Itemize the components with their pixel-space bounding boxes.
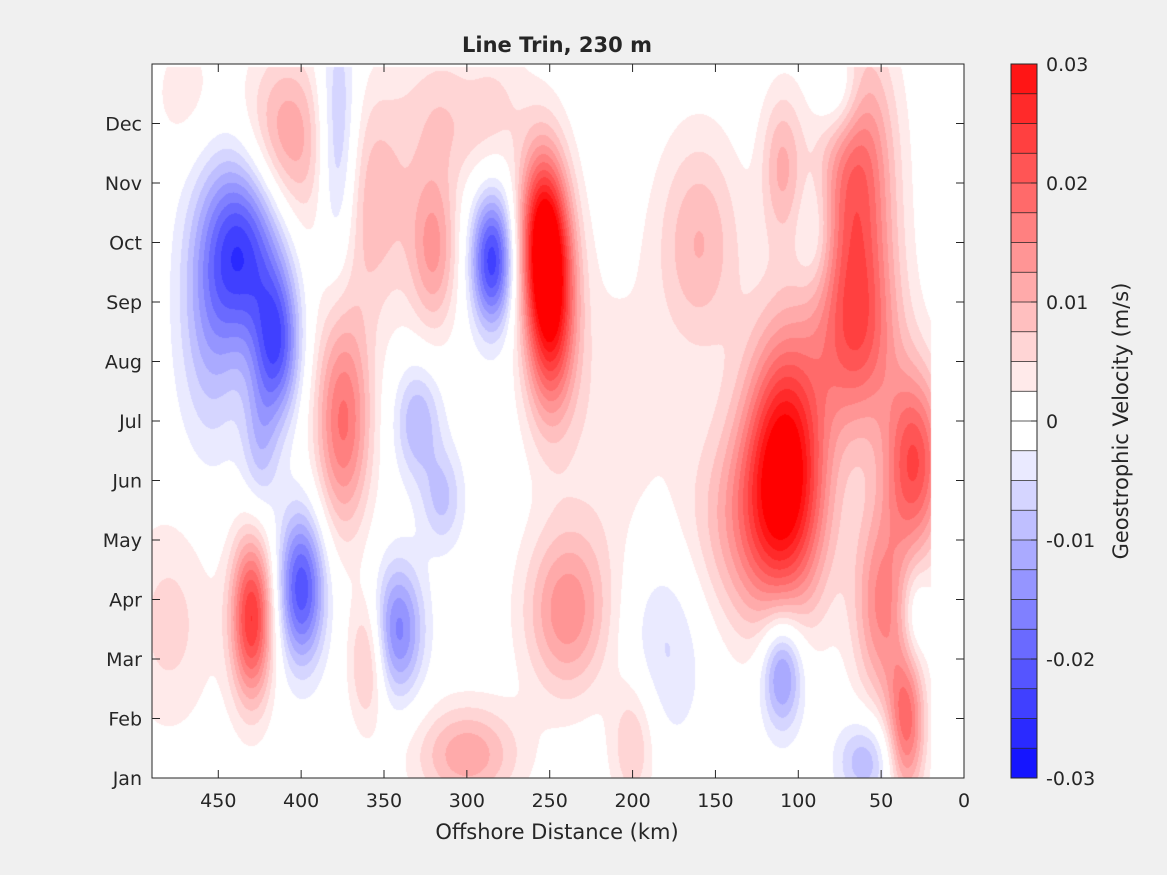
x-tick-label: 250 [532,790,568,812]
x-tick-label: 450 [200,790,236,812]
colorbar-segment [1011,302,1037,333]
colorbar-tick-label: 0 [1046,411,1058,433]
colorbar-segment [1011,64,1037,95]
colorbar-segment [1011,242,1037,273]
x-tick-label: 300 [449,790,485,812]
x-tick-label: 100 [780,790,816,812]
x-tick-label: 400 [283,790,319,812]
x-axis-label: Offshore Distance (km) [435,820,678,844]
y-tick-label: Feb [108,709,142,731]
colorbar-segment [1011,183,1037,214]
colorbar-segment [1011,659,1037,690]
colorbar-segment [1011,153,1037,184]
colorbar-segment [1011,540,1037,571]
colorbar-segment [1011,93,1037,124]
colorbar-segment [1011,421,1037,452]
y-tick-label: Jan [112,768,142,790]
colorbar-segment [1011,480,1037,511]
colorbar-tick-label: -0.03 [1046,768,1095,790]
y-tick-label: Apr [109,590,142,612]
x-tick-label: 350 [366,790,402,812]
x-tick-label: 50 [869,790,893,812]
x-tick-label: 0 [958,790,970,812]
colorbar-segment [1011,331,1037,362]
colorbar-tick-label: -0.02 [1046,649,1095,671]
y-axis-ticks: Jan Feb Mar Apr May Jun Jul Aug Sep Oct Nov Dec [103,114,964,790]
y-tick-label: Oct [109,233,142,255]
y-tick-label: Jun [111,471,142,493]
colorbar-segment [1011,391,1037,422]
y-tick-label: Dec [105,114,142,136]
colorbar-segment [1011,599,1037,630]
colorbar-segment [1011,718,1037,749]
colorbar-tick-label: -0.01 [1046,530,1095,552]
y-tick-label: Jul [118,411,142,433]
colorbar-tick-label: 0.02 [1046,173,1088,195]
y-tick-label: Nov [105,173,142,195]
colorbar-segment [1011,361,1037,392]
y-tick-label: Mar [106,649,142,671]
colorbar-segment [1011,212,1037,243]
colorbar-segment [1011,569,1037,600]
colorbar-tick-label: 0.03 [1046,54,1088,76]
colorbar-segment [1011,450,1037,481]
colorbar: 0.03 0.02 0.01 0 -0.01 -0.02 -0.03 [1010,54,1095,790]
colorbar-segment [1011,123,1037,154]
colorbar-segment [1011,510,1037,541]
colorbar-label: Geostrophic Velocity (m/s) [1109,283,1133,560]
y-tick-label: May [103,530,142,552]
y-tick-label: Aug [105,352,142,374]
x-axis-ticks: 450 400 350 300 250 200 150 100 50 0 [200,64,970,812]
colorbar-segment [1011,688,1037,719]
velocity-contour-field [152,64,964,778]
colorbar-segment [1011,629,1037,660]
x-tick-label: 200 [614,790,650,812]
chart-title: Line Trin, 230 m [462,33,652,57]
y-tick-label: Sep [106,292,142,314]
colorbar-segment [1011,748,1037,779]
colorbar-segment [1011,272,1037,303]
colorbar-tick-label: 0.01 [1046,292,1088,314]
x-tick-label: 150 [697,790,733,812]
